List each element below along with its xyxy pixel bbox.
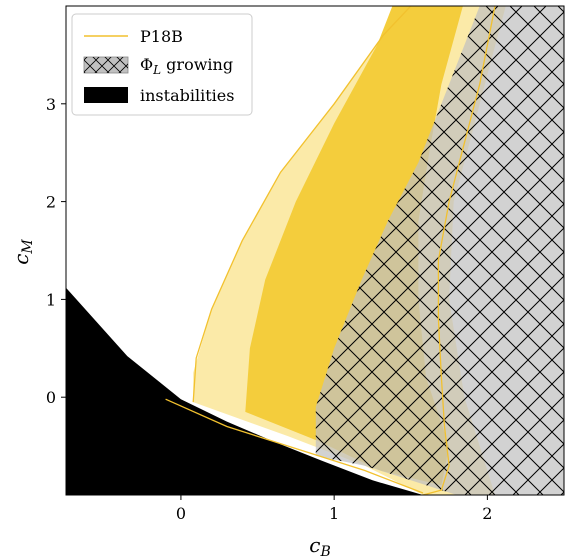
p18b-contour-1 <box>422 6 496 495</box>
x-tick-label-2: 2 <box>482 504 492 523</box>
y-axis-label-sub: M <box>20 239 36 255</box>
x-tick-label-0: 0 <box>176 504 186 523</box>
y-tick-label-3: 3 <box>46 95 56 114</box>
legend-label-phi-sub: L <box>152 63 161 77</box>
p18b-contour-2 <box>192 6 412 403</box>
legend-label-phi-rest: growing <box>161 55 233 74</box>
legend-swatch-instabilities <box>84 87 128 103</box>
y-axis-label: cM <box>9 239 36 265</box>
legend-label-instabilities: instabilities <box>140 86 234 105</box>
plot-area <box>66 6 564 495</box>
x-axis-label: cB <box>309 533 331 556</box>
x-tick-label-1: 1 <box>329 504 339 523</box>
ticks: 0 1 2 0 1 2 3 <box>46 95 493 523</box>
legend: P18B ΦL growing instabilities <box>71 13 253 116</box>
y-tick-label-2: 2 <box>46 193 56 212</box>
plot-frame <box>65 5 565 496</box>
legend-label-p18b: P18B <box>140 27 183 46</box>
legend-label-phi: ΦL growing <box>140 55 233 77</box>
y-tick-label-0: 0 <box>46 388 56 407</box>
region-instabilities <box>66 287 423 495</box>
x-axis-label-sub: B <box>319 544 330 556</box>
legend-swatch-phi-hatch <box>84 57 128 73</box>
y-tick-label-1: 1 <box>46 290 56 309</box>
p18b-contour-0 <box>165 398 424 494</box>
